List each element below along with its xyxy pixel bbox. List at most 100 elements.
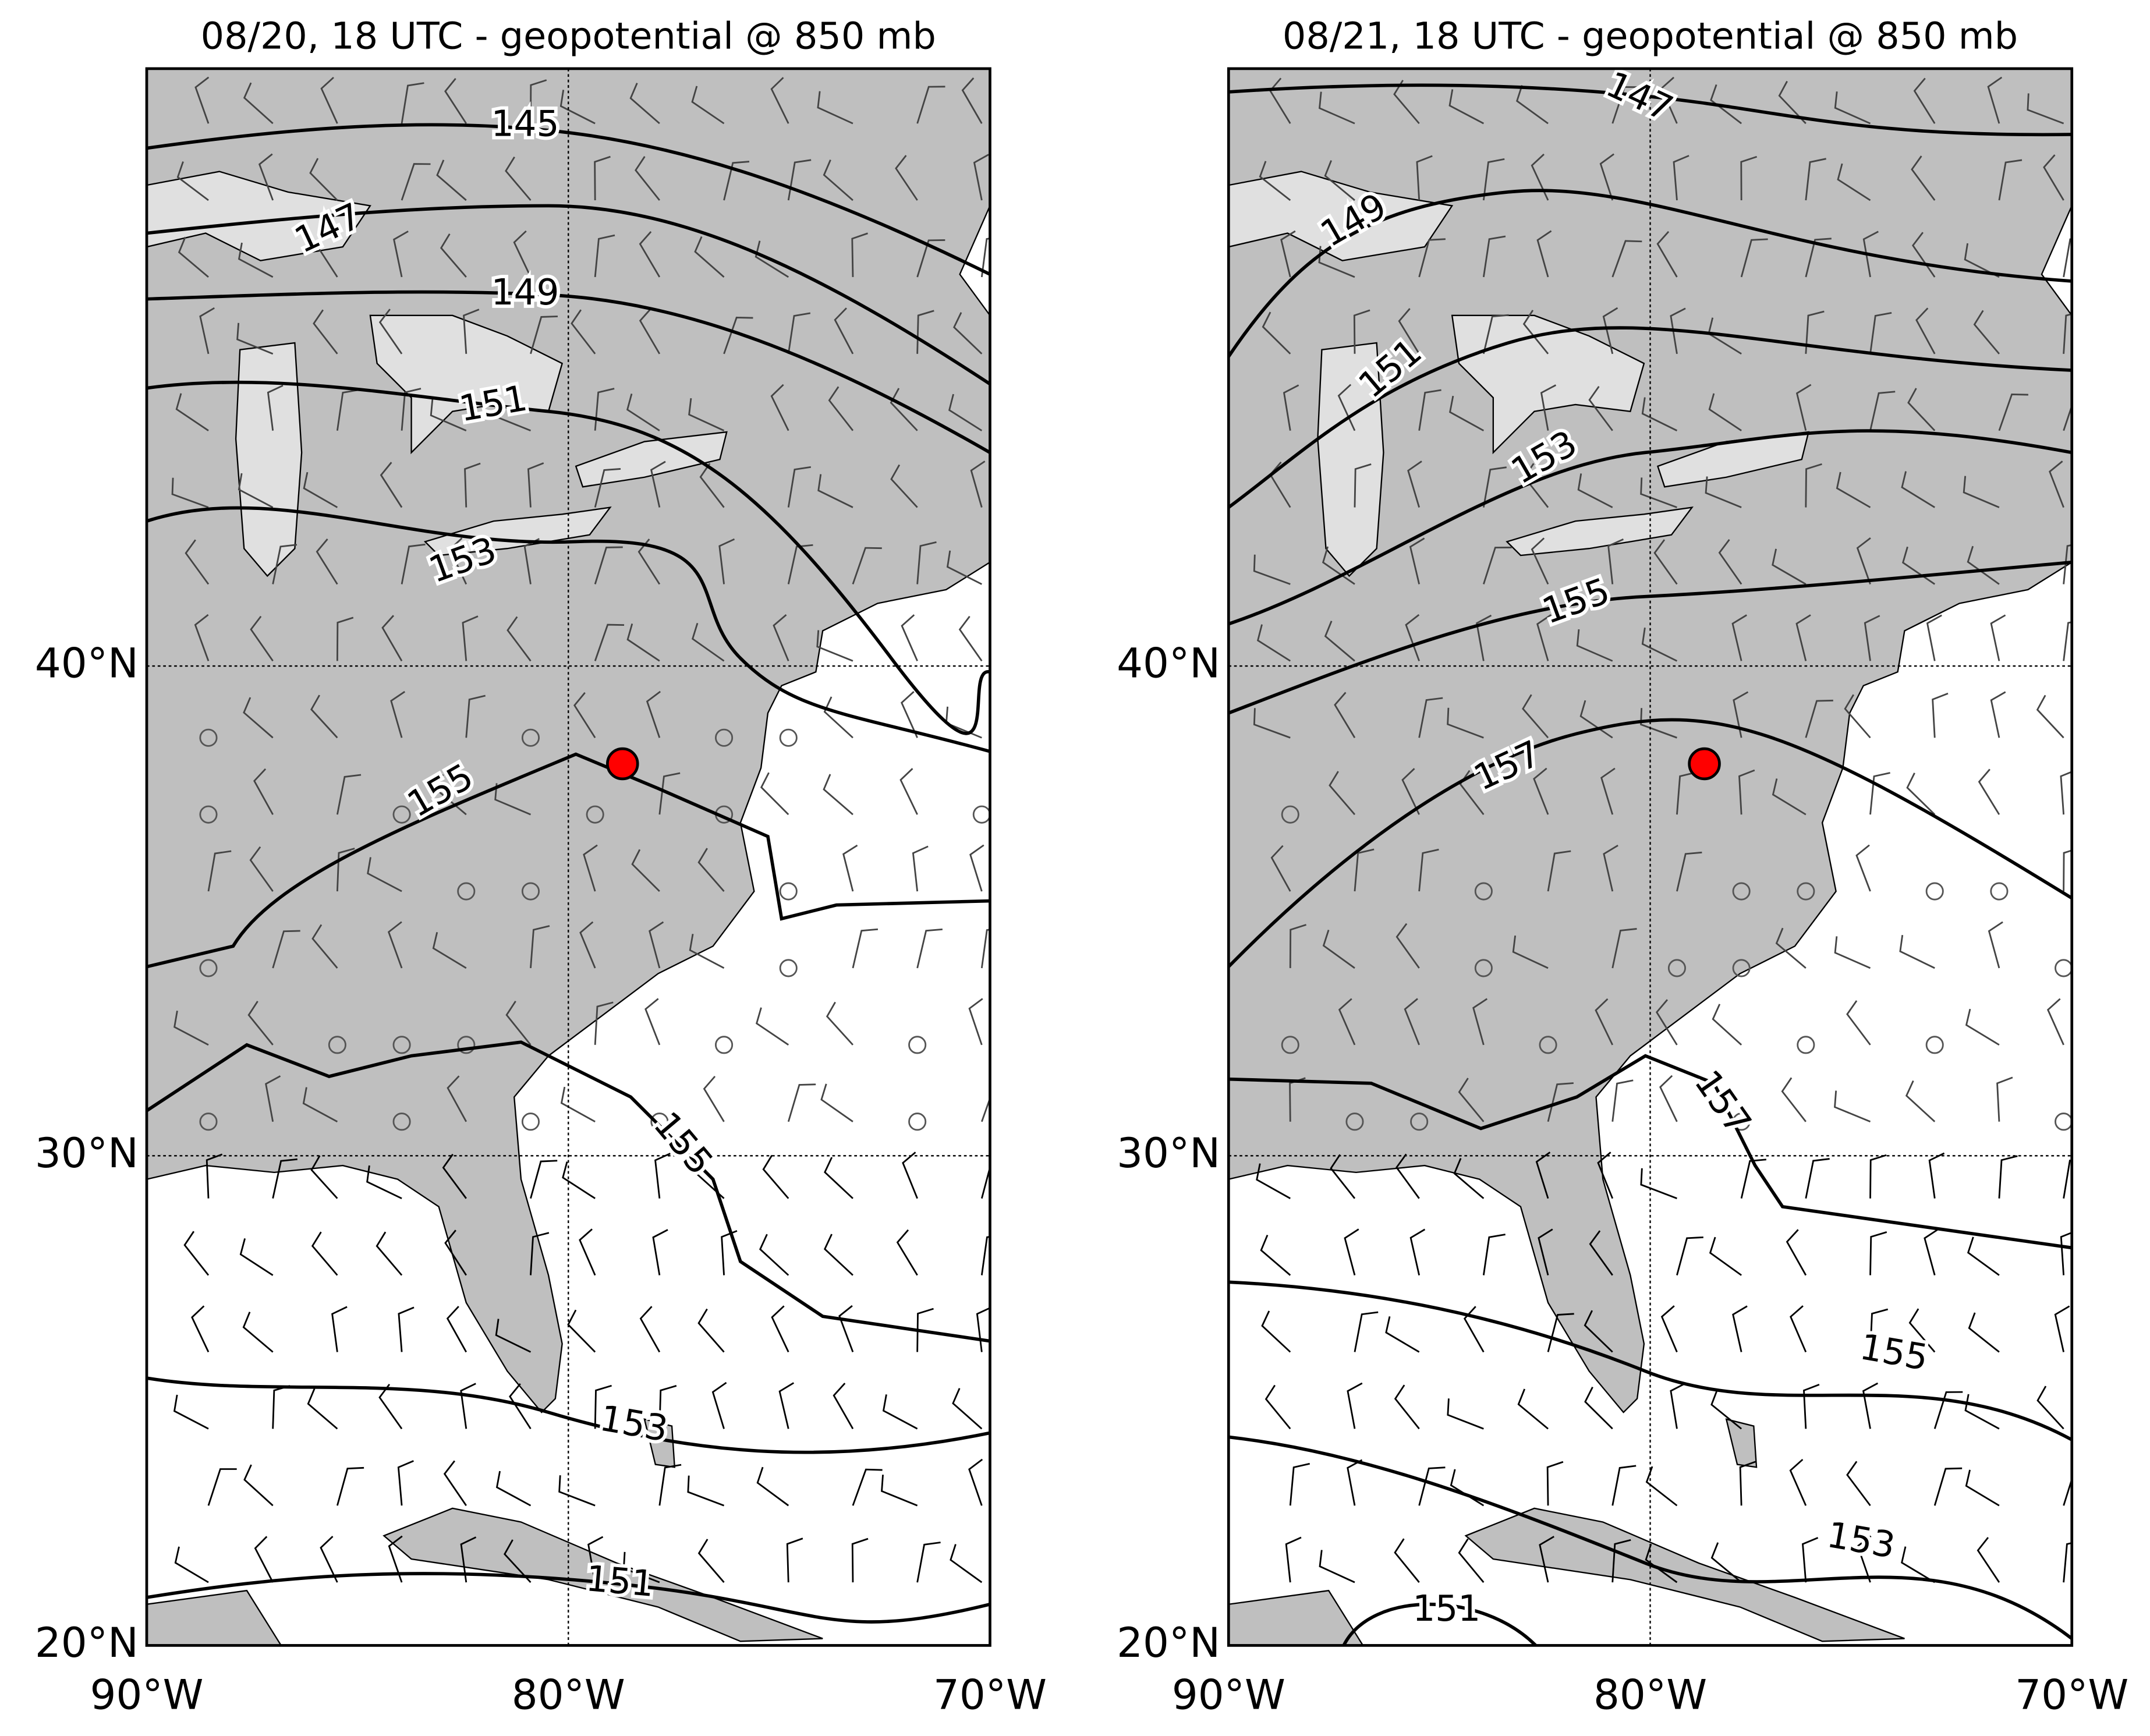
wind-barb — [463, 309, 480, 354]
wind-barb — [952, 1388, 983, 1430]
wind-barb — [272, 930, 300, 969]
wind-barb — [530, 925, 550, 969]
wind-barb — [1640, 708, 1677, 739]
contour-line — [147, 752, 990, 969]
wind-barb — [787, 1083, 816, 1122]
wind-barb — [1319, 1550, 1355, 1583]
wind-barb — [1987, 76, 2003, 124]
wind-barb — [631, 849, 660, 892]
wind-barb — [1802, 1537, 1819, 1583]
wind-barb — [2046, 998, 2064, 1046]
wind-barb — [1285, 1536, 1302, 1583]
calm-wind — [1925, 882, 1944, 901]
wind-barb — [594, 155, 611, 201]
wind-barb — [1641, 397, 1678, 431]
wind-barb — [495, 1471, 532, 1507]
wind-barb — [243, 1464, 274, 1507]
wind-barb — [787, 544, 813, 584]
wind-barb — [175, 393, 209, 431]
wind-barb — [1611, 240, 1642, 278]
wind-barb — [1256, 1163, 1291, 1199]
wind-barb — [1324, 160, 1355, 201]
landmass — [1228, 1589, 1364, 1646]
wind-barb — [239, 1238, 274, 1276]
wind-barb — [916, 239, 945, 278]
wind-barb — [1253, 708, 1291, 739]
wind-barb — [1319, 91, 1355, 125]
wind-barb — [571, 309, 596, 355]
wind-barb — [1655, 999, 1678, 1046]
wind-barb — [1334, 692, 1356, 738]
wind-barb — [1547, 1082, 1574, 1122]
wind-barb — [1834, 936, 1871, 969]
wind-barb — [2027, 93, 2064, 125]
wind-barb — [185, 539, 210, 585]
calm-wind — [457, 1036, 476, 1054]
wind-barb — [1738, 769, 1755, 815]
wind-barb — [817, 91, 853, 125]
wind-barb — [1869, 772, 1890, 815]
wind-barb — [771, 1305, 789, 1352]
wind-barb — [1577, 473, 1613, 508]
wind-barb — [968, 1458, 983, 1506]
wind-barb — [1538, 1228, 1553, 1276]
wind-barb — [1595, 998, 1614, 1046]
wind-barb — [2063, 313, 2072, 354]
landmass — [147, 1589, 282, 1646]
wind-barb — [2054, 1305, 2070, 1352]
wind-barb — [1778, 80, 1807, 125]
wind-barb — [1418, 389, 1441, 431]
wind-barb — [307, 1388, 338, 1430]
x-tick-label: 70°W — [933, 1670, 1047, 1719]
wind-barb — [755, 240, 789, 278]
wind-barb — [236, 323, 274, 355]
wind-barb — [1805, 699, 1833, 738]
wind-barb — [444, 77, 467, 124]
wind-barb — [2063, 1542, 2072, 1583]
wind-barb — [1641, 627, 1678, 662]
wind-barb — [506, 616, 532, 662]
calm-wind — [972, 805, 990, 824]
wind-barb — [1869, 1154, 1887, 1199]
wind-barb — [1967, 1237, 2000, 1276]
wind-barb — [367, 857, 402, 892]
wind-barb — [658, 1385, 677, 1429]
wind-barb — [366, 1165, 402, 1199]
wind-barb — [465, 695, 486, 738]
wind-barb — [626, 394, 660, 431]
wind-barb — [579, 1228, 596, 1276]
calm-wind — [199, 959, 218, 977]
y-tick-label: 30°N — [1117, 1129, 1220, 1177]
wind-barb — [622, 1551, 660, 1583]
wind-barb — [762, 1154, 789, 1199]
calm-wind — [1925, 1036, 1944, 1054]
contour-line — [1228, 718, 2072, 968]
wind-barb — [183, 1231, 210, 1276]
wind-barb — [1611, 1539, 1631, 1583]
wind-barb — [970, 460, 986, 508]
wind-barb — [1645, 1466, 1678, 1507]
wind-barb — [916, 86, 945, 124]
contour-line — [147, 1040, 990, 1343]
wind-barb — [206, 1153, 223, 1199]
wind-barb — [635, 156, 660, 201]
wind-barb — [495, 1319, 532, 1353]
wind-barb — [2063, 238, 2072, 278]
wind-barb — [1805, 1158, 1830, 1199]
wind-barb — [442, 1153, 467, 1199]
wind-barb — [1659, 1075, 1678, 1122]
wind-barb — [2043, 154, 2064, 201]
wind-barb — [1673, 155, 1689, 201]
wind-barb — [1289, 1462, 1310, 1506]
wind-barb — [901, 691, 918, 738]
wind-barb — [460, 1536, 477, 1583]
wind-barb — [1256, 624, 1291, 662]
wind-barb — [629, 83, 660, 125]
wind-barb — [443, 1460, 467, 1506]
contour-line — [1228, 1280, 2072, 1441]
wind-barb — [1353, 309, 1370, 354]
calm-wind — [1732, 959, 1751, 977]
wind-barb — [1270, 845, 1291, 892]
wind-barb — [1448, 89, 1485, 125]
wind-barb — [1607, 538, 1624, 584]
